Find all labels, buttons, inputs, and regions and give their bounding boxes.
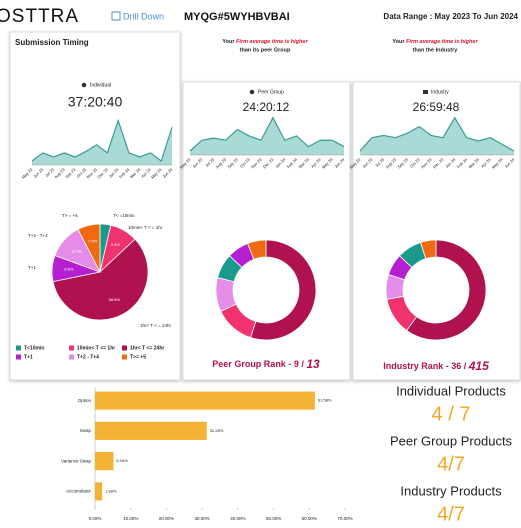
legend-swatch: [16, 354, 21, 360]
bar: [95, 452, 114, 471]
products-value: 4 / 7: [432, 403, 471, 425]
y-tick-label: Variance Swap: [61, 458, 91, 463]
note-b: Firm average time is higher: [236, 39, 308, 45]
x-tick-label: 0.00%: [89, 516, 102, 521]
rank-total: 13: [306, 357, 320, 371]
avg-time: 24:20:12: [243, 100, 290, 114]
x-tick-label: 70.00%: [337, 516, 352, 521]
legend-label: 1hr< T <= 24hr: [130, 345, 164, 351]
value-label: 1.98%: [105, 488, 117, 493]
drill-icon[interactable]: [111, 11, 121, 21]
rank-text: Industry Rank - 36 /: [383, 361, 467, 371]
slice-label: T> = +5: [62, 213, 78, 218]
x-tick-label: 60.00%: [302, 516, 317, 521]
products-label: Peer Group Products: [390, 433, 513, 448]
products-label: Individual Products: [396, 383, 506, 398]
logo: OSTTRA: [0, 6, 79, 27]
products-label: Industry Products: [400, 483, 502, 498]
x-tick-label: 30.00%: [195, 516, 210, 521]
line: [31, 118, 173, 162]
value-label: 61.58%: [318, 398, 332, 403]
group-icon: [249, 89, 255, 95]
slice-label: T+1: [28, 265, 36, 270]
area: [360, 117, 514, 155]
x-tick-label: 40.00%: [230, 516, 245, 521]
line: [189, 116, 345, 152]
value-label: 58.8%: [109, 297, 121, 302]
legend-label: T+1: [24, 354, 33, 360]
x-tick-label: 20.00%: [159, 516, 174, 521]
slice: [77, 223, 101, 273]
slice: [406, 239, 487, 341]
rank: Industry Rank - 36 / 415: [383, 359, 489, 373]
panel-label: Peer Group: [258, 89, 284, 95]
slice-label: T< =10min: [113, 213, 135, 218]
y-tick-label: Option: [78, 398, 92, 403]
area: [32, 120, 172, 165]
x-tick-label: Jul 23: [374, 156, 386, 168]
legend-label: T>= +5: [130, 354, 146, 360]
slice: [52, 238, 149, 321]
legend-swatch: [16, 345, 21, 351]
value-label: 5.16%: [116, 458, 128, 463]
x-tick-label: Jul 23: [204, 156, 216, 168]
slice: [250, 239, 317, 341]
legend-label: T<10min: [24, 345, 44, 351]
x-tick-label: 50.00%: [266, 516, 281, 521]
note: Your Firm average time is higher: [392, 39, 478, 45]
legend-label: T+2 - T+4: [77, 354, 99, 360]
legend-swatch: [122, 345, 127, 351]
note-a: Your: [222, 39, 235, 45]
flag-icon: [423, 90, 428, 94]
x-tick-label: Jul 23: [44, 166, 56, 178]
rank: Peer Group Rank - 9 / 13: [212, 357, 320, 371]
note-c: than the Industry: [413, 47, 459, 53]
note-c: than its peer Group: [240, 47, 291, 53]
y-tick-label: Swap: [80, 428, 92, 433]
line: [359, 116, 515, 152]
products-value: 4/7: [437, 453, 465, 475]
bar: [95, 391, 315, 410]
panel: [9, 31, 181, 381]
note-b: Firm average time is higher: [406, 39, 478, 45]
value-label: 8.8%: [64, 267, 74, 272]
panel: [352, 81, 521, 381]
person-icon: [81, 82, 87, 88]
legend-swatch: [122, 354, 127, 360]
avg-time: 37:20:40: [68, 94, 123, 110]
slice: [247, 239, 267, 260]
value-label: 7.6%: [88, 239, 98, 244]
value-label: 31.28%: [210, 428, 224, 433]
products-value: 4/7: [437, 503, 465, 525]
slice-label: 1hr< T < = 24hr: [140, 323, 171, 328]
legend-label: 10min< T <= 1hr: [77, 345, 115, 351]
y-tick-label: Accumulator: [66, 489, 92, 494]
note: Your Firm average time is higher: [222, 39, 308, 45]
note-a: Your: [392, 39, 405, 45]
value-label: 9.4%: [111, 242, 121, 247]
panel-label: Individual: [90, 82, 111, 88]
slice-label: 10min< T < = 1hr: [128, 225, 163, 230]
legend-swatch: [69, 345, 74, 351]
x-tick-label: 10.00%: [123, 516, 138, 521]
rank-total: 415: [468, 359, 489, 373]
record-id: MYQG#5WYHBVBAI: [184, 11, 290, 23]
area: [190, 117, 344, 155]
bar: [95, 482, 103, 501]
panel-title: Submission Timing: [15, 38, 89, 47]
legend-swatch: [69, 354, 74, 360]
drill-down[interactable]: Drill Down: [123, 11, 164, 21]
bar: [95, 421, 207, 440]
value-label: 11.8%: [71, 248, 82, 253]
slice-label: T+2 - T+4: [28, 233, 48, 238]
panel-label: Industry: [431, 89, 449, 95]
rank-text: Peer Group Rank - 9 /: [212, 359, 304, 369]
slice: [420, 239, 437, 260]
date-range: Data Range : May 2023 To Jun 2024: [383, 12, 518, 21]
avg-time: 26:59:48: [413, 100, 460, 114]
